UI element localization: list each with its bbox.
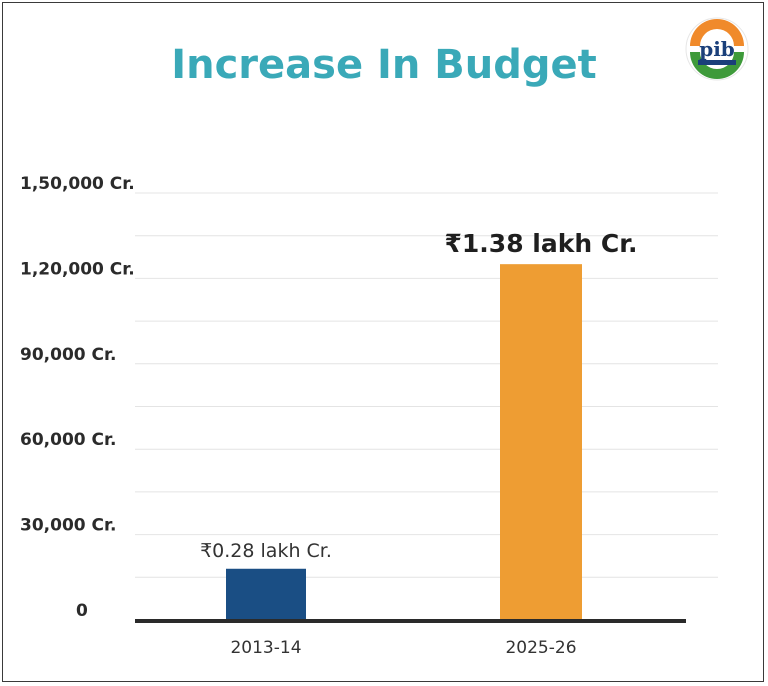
x-category-label: 2013-14 xyxy=(230,638,301,658)
y-tick-label: 0 xyxy=(76,601,88,621)
bar-2025-26 xyxy=(500,264,582,620)
y-tick-label: 1,20,000 Cr. xyxy=(20,259,135,279)
x-category-label: 2025-26 xyxy=(505,638,576,658)
logo-text: pib xyxy=(699,37,735,61)
data-label: ₹0.28 lakh Cr. xyxy=(200,540,332,562)
pib-logo-icon: pib xyxy=(685,17,749,81)
data-label: ₹1.38 lakh Cr. xyxy=(445,229,638,258)
grid-lines xyxy=(135,192,718,578)
y-axis-ticks: 0 30,000 Cr. 60,000 Cr. 90,000 Cr. 1,20,000 … xyxy=(20,174,135,621)
y-tick-label: 1,50,000 Cr. xyxy=(20,174,135,194)
x-axis-categories: 2013-14 2025-26 xyxy=(230,638,576,658)
y-tick-label: 30,000 Cr. xyxy=(20,516,116,536)
bars xyxy=(226,264,582,620)
y-tick-label: 90,000 Cr. xyxy=(20,345,116,365)
y-tick-label: 60,000 Cr. xyxy=(20,430,116,450)
bar-2013-14 xyxy=(226,568,306,620)
data-labels: ₹0.28 lakh Cr. ₹1.38 lakh Cr. xyxy=(200,229,637,562)
chart-title: Increase In Budget xyxy=(171,42,597,88)
